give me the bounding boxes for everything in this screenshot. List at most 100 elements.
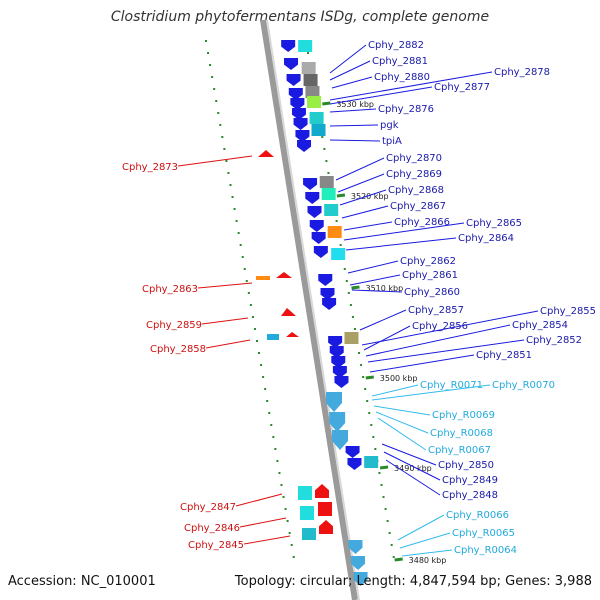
guide-dot-right	[343, 268, 346, 270]
rna-gene-arrow	[348, 540, 363, 554]
guide-dot-right	[382, 496, 385, 498]
forward-leader-line	[385, 459, 441, 496]
tick-mark	[322, 101, 331, 106]
forward-gene-label: Cphy_2855	[540, 306, 596, 317]
forward-leader-line	[343, 222, 465, 241]
forward-leader-line	[341, 205, 389, 219]
rna-gene-arrow	[353, 572, 368, 586]
forward-gene-label: Cphy_2868	[388, 185, 444, 196]
guide-dot-right	[335, 220, 338, 222]
cds-reverse-arrow	[315, 484, 329, 498]
guide-dot-right	[323, 148, 326, 150]
forward-leader-line	[359, 309, 407, 331]
guide-dot-right	[372, 436, 375, 438]
guide-dot-right	[368, 412, 371, 414]
guide-dot-left	[219, 124, 222, 126]
rna-gene-label: Cphy_R0064	[454, 545, 517, 556]
guide-dot-right	[353, 328, 356, 330]
forward-gene-label: Cphy_2850	[438, 460, 494, 471]
backbone-highlight	[266, 19, 360, 600]
reverse-leader-line	[201, 317, 249, 325]
rna-gene-label: Cphy_R0065	[452, 528, 515, 539]
rna-gene-label: Cphy_R0068	[430, 428, 493, 439]
guide-dot-left	[286, 520, 289, 522]
guide-dot-right	[388, 532, 391, 534]
guide-dot-right	[374, 448, 377, 450]
guide-dot-right	[362, 376, 365, 378]
guide-dot-left	[247, 292, 250, 294]
guide-dot-left	[239, 244, 242, 246]
cds-forward-arrow	[297, 140, 312, 152]
cds-forward-arrow	[334, 376, 349, 388]
guide-dot-right	[339, 244, 342, 246]
tick-mark	[351, 285, 360, 290]
forward-gene-label: Cphy_2848	[442, 490, 498, 501]
rna-gene-label: Cphy_R0066	[446, 510, 509, 521]
forward-leader-line	[345, 237, 457, 251]
reverse-gene-label: Cphy_2859	[146, 320, 202, 331]
guide-dot-left	[288, 532, 291, 534]
guide-dot-right	[349, 304, 352, 306]
guide-dot-left	[229, 184, 232, 186]
guide-dot-left	[243, 268, 246, 270]
cds-category-box	[256, 276, 270, 280]
forward-leader-line	[367, 339, 525, 363]
cds-reverse-arrow	[258, 150, 274, 157]
forward-leader-line	[329, 108, 377, 113]
forward-gene-label: Cphy_2877	[434, 82, 490, 93]
reverse-leader-line	[239, 517, 287, 528]
tick-label: 3490 kbp	[394, 464, 432, 473]
tick-label: 3510 kbp	[366, 284, 404, 293]
forward-leader-line	[331, 76, 373, 89]
guide-dot-left	[235, 220, 238, 222]
forward-gene-label: Cphy_2876	[378, 104, 434, 115]
guide-dot-right	[370, 424, 373, 426]
guide-dot-right	[360, 364, 363, 366]
forward-gene-label: Cphy_2869	[386, 169, 442, 180]
forward-leader-line	[349, 274, 401, 286]
cds-category-box	[303, 74, 318, 86]
forward-gene-label: Cphy_2870	[386, 153, 442, 164]
guide-dot-left	[245, 280, 248, 282]
cds-forward-arrow	[290, 98, 305, 110]
cds-forward-arrow	[295, 130, 310, 142]
guide-dot-left	[237, 232, 240, 234]
guide-dot-left	[276, 460, 279, 462]
rna-gene-label: Cphy_R0067	[428, 445, 491, 456]
forward-gene-label: Cphy_2852	[526, 335, 582, 346]
guide-dot-left	[207, 52, 210, 54]
guide-dot-right	[351, 316, 354, 318]
forward-gene-label: Cphy_2862	[400, 256, 456, 267]
guide-dot-left	[264, 388, 267, 390]
forward-gene-label: Cphy_2867	[390, 201, 446, 212]
rna-leader-line	[373, 405, 431, 416]
cds-forward-arrow	[305, 192, 320, 204]
reverse-leader-line	[235, 493, 283, 507]
cds-category-box	[300, 506, 314, 520]
rna-leader-line	[399, 532, 451, 549]
cds-reverse-box	[318, 502, 332, 516]
guide-dot-left	[249, 304, 252, 306]
rna-gene-arrow	[351, 556, 366, 570]
guide-dot-left	[262, 376, 265, 378]
guide-dot-right	[386, 520, 389, 522]
forward-gene-label: Cphy_2860	[404, 287, 460, 298]
rna-leader-line	[375, 411, 429, 434]
guide-dot-left	[284, 508, 287, 510]
rna-leader-line	[397, 514, 445, 541]
cds-forward-arrow	[307, 206, 322, 218]
reverse-leader-line	[205, 339, 251, 349]
tick-mark	[394, 557, 403, 562]
forward-gene-label: tpiA	[382, 136, 402, 147]
cds-forward-arrow	[291, 108, 306, 120]
cds-category-box	[305, 86, 320, 98]
rna-gene-label: Cphy_R0071	[420, 380, 483, 391]
cds-forward-arrow	[318, 274, 333, 286]
forward-leader-line	[369, 354, 475, 373]
rna-gene-arrow	[329, 412, 346, 432]
guide-dot-left	[256, 340, 258, 342]
cds-forward-arrow	[284, 58, 299, 70]
guide-dot-right	[392, 556, 395, 558]
